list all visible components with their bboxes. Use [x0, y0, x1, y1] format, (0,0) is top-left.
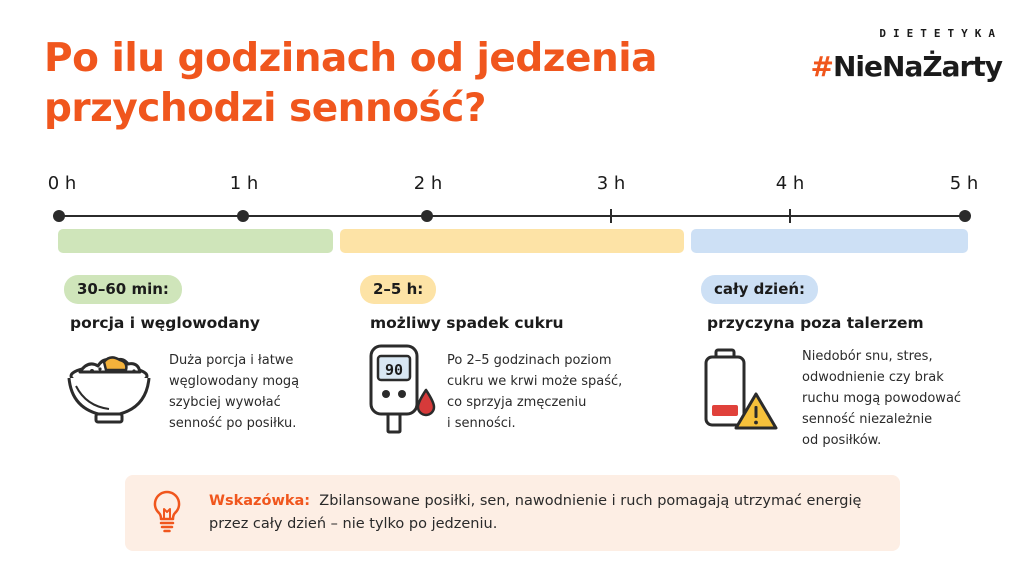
brand-logo: #NieNaŻarty: [810, 50, 1003, 83]
title-line-2: przychodzi senność?: [44, 86, 486, 131]
description-line: co sprzyja zmęczeniu: [447, 395, 587, 410]
timeline-band-30-60-min: [58, 229, 333, 253]
low-battery-warning-icon: [704, 348, 778, 430]
section-description-portion-carbs: Duża porcja i łatwe węglowodany mogą szy…: [169, 350, 299, 434]
tip-box: Wskazówka: Zbilansowane posiłki, sen, na…: [125, 475, 900, 551]
description-line: od posiłków.: [802, 433, 882, 448]
meter-reading: 90: [385, 361, 403, 379]
timeline-marker-0h: [53, 210, 65, 222]
timeline-label-1h: 1 h: [229, 173, 259, 194]
section-title-beyond-plate: przyczyna poza talerzem: [707, 314, 924, 332]
section-description-sugar-drop: Po 2–5 godzinach poziom cukru we krwi mo…: [447, 350, 622, 434]
description-line: Niedobór snu, stres,: [802, 349, 933, 364]
lightbulb-icon: [153, 490, 181, 533]
brand-tagline: DIETETYKA: [879, 27, 1002, 40]
timeline-label-5h: 5 h: [949, 173, 979, 194]
tip-text: Wskazówka: Zbilansowane posiłki, sen, na…: [209, 490, 879, 536]
section-title-portion-carbs: porcja i węglowodany: [70, 314, 261, 332]
timeline-marker-2h: [421, 210, 433, 222]
badge-30-60-min: 30–60 min:: [64, 275, 182, 304]
badge-all-day: cały dzień:: [701, 275, 819, 304]
timeline-marker-5h: [959, 210, 971, 222]
timeline-label-4h: 4 h: [775, 173, 805, 194]
tip-lead: Wskazówka:: [209, 493, 311, 509]
title-line-1: Po ilu godzinach od jedzenia: [44, 36, 657, 81]
section-description-beyond-plate: Niedobór snu, stres, odwodnienie czy bra…: [802, 346, 961, 451]
timeline-marker-1h: [237, 210, 249, 222]
description-line: Po 2–5 godzinach poziom: [447, 353, 612, 368]
description-line: szybciej wywołać: [169, 395, 281, 410]
timeline-tick-3h: [610, 209, 612, 223]
description-line: cukru we krwi może spaść,: [447, 374, 623, 389]
description-line: ruchu mogą powodować: [802, 391, 962, 406]
timeline-label-3h: 3 h: [596, 173, 626, 194]
timeline-axis: [59, 215, 966, 217]
glucometer-icon: 90: [369, 344, 436, 434]
brand-name: NieNaŻarty: [833, 50, 1003, 83]
page-title: Po ilu godzinach od jedzenia przychodzi …: [44, 34, 764, 134]
rice-bowl-icon: [67, 356, 151, 424]
timeline-tick-4h: [789, 209, 791, 223]
timeline-band-all-day: [691, 229, 968, 253]
tip-body: Zbilansowane posiłki, sen, nawodnienie i…: [209, 493, 862, 532]
timeline-band-2-5-h: [340, 229, 684, 253]
brand-hash: #: [810, 50, 834, 83]
timeline-label-2h: 2 h: [413, 173, 443, 194]
description-line: i senności.: [447, 416, 516, 431]
timeline-label-0h: 0 h: [47, 173, 77, 194]
description-line: Duża porcja i łatwe: [169, 353, 294, 368]
description-line: senność niezależnie: [802, 412, 933, 427]
badge-2-5-h: 2–5 h:: [360, 275, 437, 304]
description-line: węglowodany mogą: [169, 374, 300, 389]
section-title-sugar-drop: możliwy spadek cukru: [370, 314, 564, 332]
description-line: senność po posiłku.: [169, 416, 297, 431]
description-line: odwodnienie czy brak: [802, 370, 944, 385]
